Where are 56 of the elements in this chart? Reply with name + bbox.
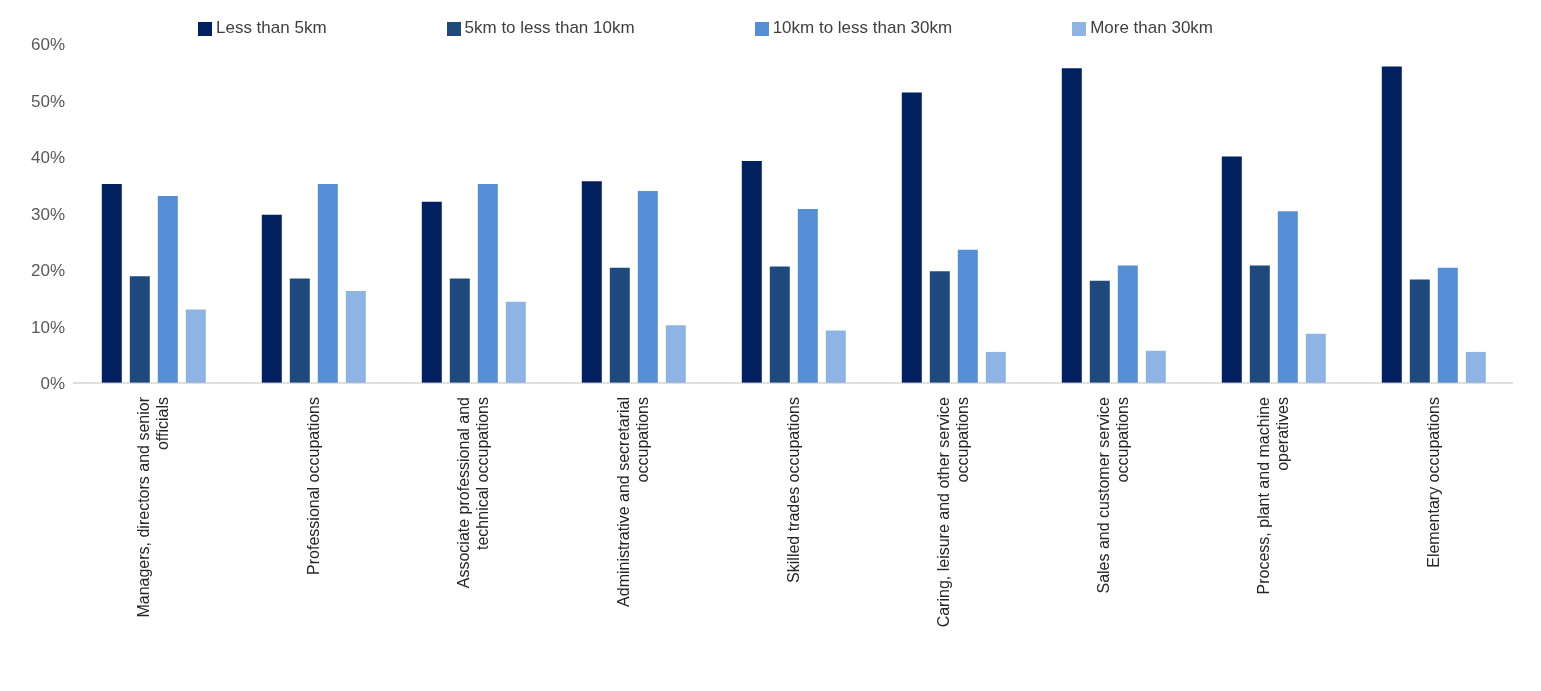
bar [1221,156,1242,383]
y-tick-label: 50% [30,91,65,111]
bar [581,181,602,383]
bar [289,278,310,383]
bar [1089,280,1110,383]
legend-label: 5km to less than 10km [464,18,635,37]
bar [1277,211,1298,383]
bar [797,208,818,383]
bar [1249,265,1270,383]
y-tick-label: 0% [40,374,65,394]
bar [1117,265,1138,383]
bar [769,266,790,383]
x-tick-label: Managers, directors and senior officials [135,396,172,618]
bar [1409,279,1430,383]
x-tick-label: Professional occupations [304,397,322,575]
x-tick-label: Elementary occupations [1424,397,1442,568]
bar [1305,333,1326,383]
bar [637,190,658,383]
bar [901,92,922,383]
bar [929,271,950,383]
y-tick-label: 20% [30,261,65,281]
bar [1145,350,1166,383]
bar [449,278,470,383]
legend-label: 10km to less than 30km [772,18,953,37]
bar [101,184,122,383]
bar [1437,267,1458,383]
bar [505,301,526,383]
bar [185,309,206,383]
bar [985,351,1006,383]
bar [345,290,366,383]
bar [825,330,846,383]
y-tick-label: 40% [30,148,65,168]
bar [1061,68,1082,383]
y-tick-label: 30% [30,204,65,224]
x-tick-label: Skilled trades occupations [784,397,802,583]
bar [741,160,762,383]
bar [317,184,338,383]
bar [1465,351,1486,383]
bar [609,267,630,383]
bar [957,249,978,383]
bar [129,276,150,383]
legend-label: More than 30km [1090,18,1213,37]
bar [1381,66,1402,383]
x-tick-label: Process, plant and machine operatives [1255,396,1292,595]
y-tick-label: 10% [30,317,65,337]
x-tick-label: Associate professional and technical occupations [455,397,492,589]
bar [477,184,498,383]
x-tick-label: Caring, leisure and other service occupations [935,396,972,628]
bar [421,201,442,383]
y-tick-label: 60% [30,35,65,55]
x-tick-label: Sales and customer service occupations [1095,396,1132,594]
bar [261,214,282,383]
x-tick-label: Administrative and secretarial occupations [615,397,652,607]
bar [157,195,178,383]
bar [665,325,686,383]
legend-label: Less than 5km [215,18,327,37]
